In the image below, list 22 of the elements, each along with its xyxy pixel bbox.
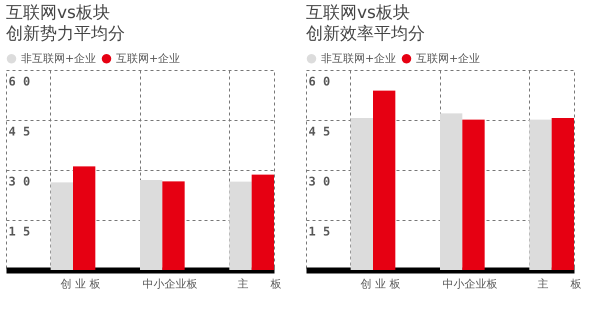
chart-subtitle: 创新效率平均分	[306, 24, 425, 44]
y-tick-label: 1 5	[8, 224, 30, 238]
x-tick-label: 创 业 板	[360, 278, 401, 290]
x-tick-label: 创 业 板	[60, 278, 101, 290]
y-tick-label: 6 0	[8, 74, 30, 88]
legend-label: 互联网+企业	[116, 52, 180, 65]
chart-subtitle: 创新势力平均分	[6, 24, 125, 44]
chart-title: 互联网vs板块	[6, 3, 110, 23]
x-tick-label: 中小企业板	[142, 278, 198, 290]
x-tick-label: 主 板	[537, 278, 582, 290]
y-tick-label: 1 5	[308, 224, 330, 238]
chart-title: 互联网vs板块	[306, 3, 410, 23]
legend-label: 互联网+企业	[416, 52, 480, 65]
x-tick-label: 主 板	[237, 278, 282, 290]
y-tick-label: 6 0	[308, 74, 330, 88]
legend-label: 非互联网+企业	[21, 52, 96, 65]
x-tick-label: 中小企业板	[442, 278, 498, 290]
y-tick-label: 3 0	[308, 174, 330, 188]
y-tick-label: 4 5	[308, 124, 330, 138]
y-tick-label: 3 0	[8, 174, 30, 188]
y-tick-label: 4 5	[8, 124, 30, 138]
legend-label: 非互联网+企业	[321, 52, 396, 65]
